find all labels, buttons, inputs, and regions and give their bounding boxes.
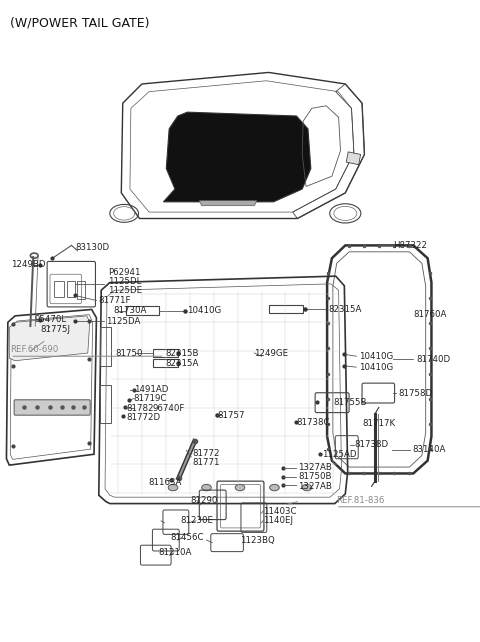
- Text: 81760A: 81760A: [413, 310, 446, 319]
- Text: 10410G: 10410G: [359, 363, 393, 372]
- Text: 81740D: 81740D: [416, 355, 450, 364]
- Text: 81717K: 81717K: [362, 419, 395, 428]
- Text: 83130D: 83130D: [75, 243, 109, 252]
- Text: 1327AB: 1327AB: [299, 482, 332, 490]
- Text: 1491AD: 1491AD: [134, 385, 168, 394]
- Bar: [54, 281, 64, 297]
- Ellipse shape: [302, 484, 312, 490]
- Text: 81290: 81290: [190, 496, 217, 505]
- Text: 81730A: 81730A: [113, 306, 146, 315]
- Text: 81775J: 81775J: [40, 325, 70, 334]
- Text: 1140EJ: 1140EJ: [263, 516, 293, 525]
- Bar: [77, 281, 85, 299]
- Bar: [100, 385, 111, 424]
- Text: 10410G: 10410G: [187, 306, 222, 315]
- Text: 81750B: 81750B: [299, 472, 332, 481]
- Text: 81772D: 81772D: [126, 413, 160, 422]
- Bar: [100, 327, 111, 366]
- Text: 1327AB: 1327AB: [299, 463, 332, 473]
- Text: 81456C: 81456C: [170, 533, 204, 542]
- Text: 96740F: 96740F: [153, 404, 185, 413]
- FancyBboxPatch shape: [14, 400, 90, 415]
- Bar: [67, 281, 75, 297]
- Text: 81738D: 81738D: [354, 440, 388, 449]
- Polygon shape: [9, 316, 90, 361]
- Text: 81782: 81782: [126, 404, 154, 413]
- Text: 81750: 81750: [116, 349, 143, 358]
- Text: 11403C: 11403C: [263, 507, 297, 516]
- Text: 81738C: 81738C: [297, 418, 330, 427]
- Polygon shape: [199, 200, 257, 205]
- Text: 81719C: 81719C: [134, 394, 167, 403]
- Text: (W/POWER TAIL GATE): (W/POWER TAIL GATE): [10, 17, 150, 30]
- Text: REF.60-690: REF.60-690: [10, 345, 59, 354]
- Bar: [269, 305, 303, 313]
- Ellipse shape: [270, 484, 279, 490]
- Text: REF.81-836: REF.81-836: [336, 496, 384, 505]
- Text: H87322: H87322: [393, 241, 427, 250]
- Bar: [126, 306, 158, 315]
- Text: 81772: 81772: [192, 449, 220, 458]
- Text: 81230E: 81230E: [180, 516, 213, 525]
- Text: 1125DL: 1125DL: [108, 277, 142, 286]
- Text: 1249GE: 1249GE: [254, 349, 288, 358]
- Text: P62941: P62941: [108, 268, 141, 277]
- Ellipse shape: [235, 484, 245, 490]
- Text: 1249BD: 1249BD: [11, 260, 46, 269]
- Text: 81758D: 81758D: [398, 389, 432, 398]
- Polygon shape: [163, 112, 311, 202]
- Text: 1125AD: 1125AD: [323, 450, 357, 459]
- Text: 81771F: 81771F: [99, 296, 132, 305]
- Text: 81163A: 81163A: [148, 478, 181, 487]
- Text: 81210A: 81210A: [158, 548, 192, 557]
- Text: 1123BQ: 1123BQ: [240, 535, 275, 544]
- Text: 83140A: 83140A: [412, 446, 445, 455]
- Bar: [153, 349, 178, 357]
- Ellipse shape: [168, 484, 178, 490]
- Polygon shape: [346, 152, 360, 165]
- Text: 81755B: 81755B: [333, 398, 367, 407]
- Ellipse shape: [202, 484, 211, 490]
- Text: 1125DE: 1125DE: [108, 286, 143, 295]
- Text: 1125DA: 1125DA: [106, 317, 140, 325]
- Text: 81771: 81771: [192, 458, 220, 467]
- Bar: [153, 360, 178, 367]
- Text: 82315A: 82315A: [328, 305, 362, 314]
- Text: 10410G: 10410G: [359, 352, 393, 361]
- Text: 82315B: 82315B: [166, 349, 199, 358]
- Text: 95470L: 95470L: [34, 315, 66, 324]
- Text: 82315A: 82315A: [166, 360, 199, 369]
- Text: 81757: 81757: [217, 411, 244, 420]
